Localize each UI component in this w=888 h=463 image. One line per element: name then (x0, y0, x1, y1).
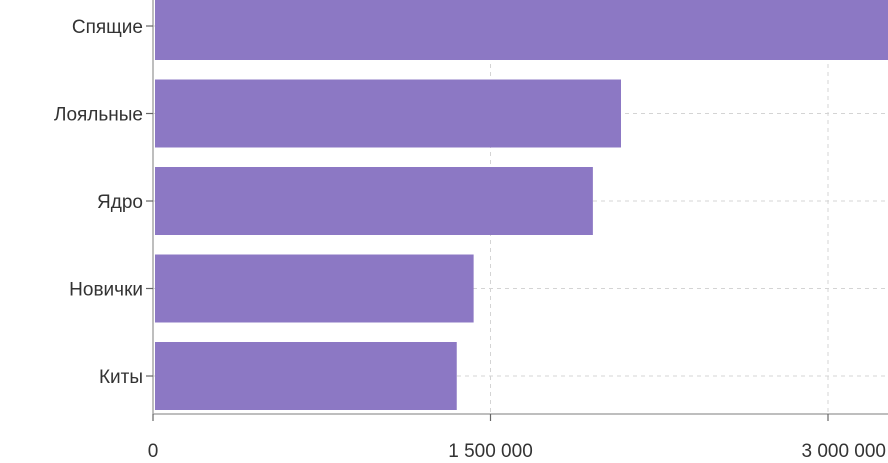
bars (155, 0, 888, 410)
category-label: Новички (69, 280, 143, 301)
category-label: Спящие (72, 17, 143, 38)
bar (155, 254, 474, 323)
bar (155, 0, 888, 60)
x-tick-label: 0 (148, 441, 159, 462)
x-tick-label: 1 500 000 (448, 441, 533, 462)
bar (155, 79, 621, 148)
axes (152, 0, 888, 415)
category-labels: Спящие Лояльные Ядро Новички Киты (54, 17, 153, 388)
bar (155, 342, 457, 410)
bar (155, 167, 593, 235)
x-tick-label: 3 000 000 (801, 441, 886, 462)
category-label: Лояльные (54, 105, 143, 126)
category-label: Ядро (97, 192, 143, 213)
x-tick-labels: 0 1 500 000 3 000 000 (148, 414, 886, 462)
category-label: Киты (99, 367, 143, 388)
